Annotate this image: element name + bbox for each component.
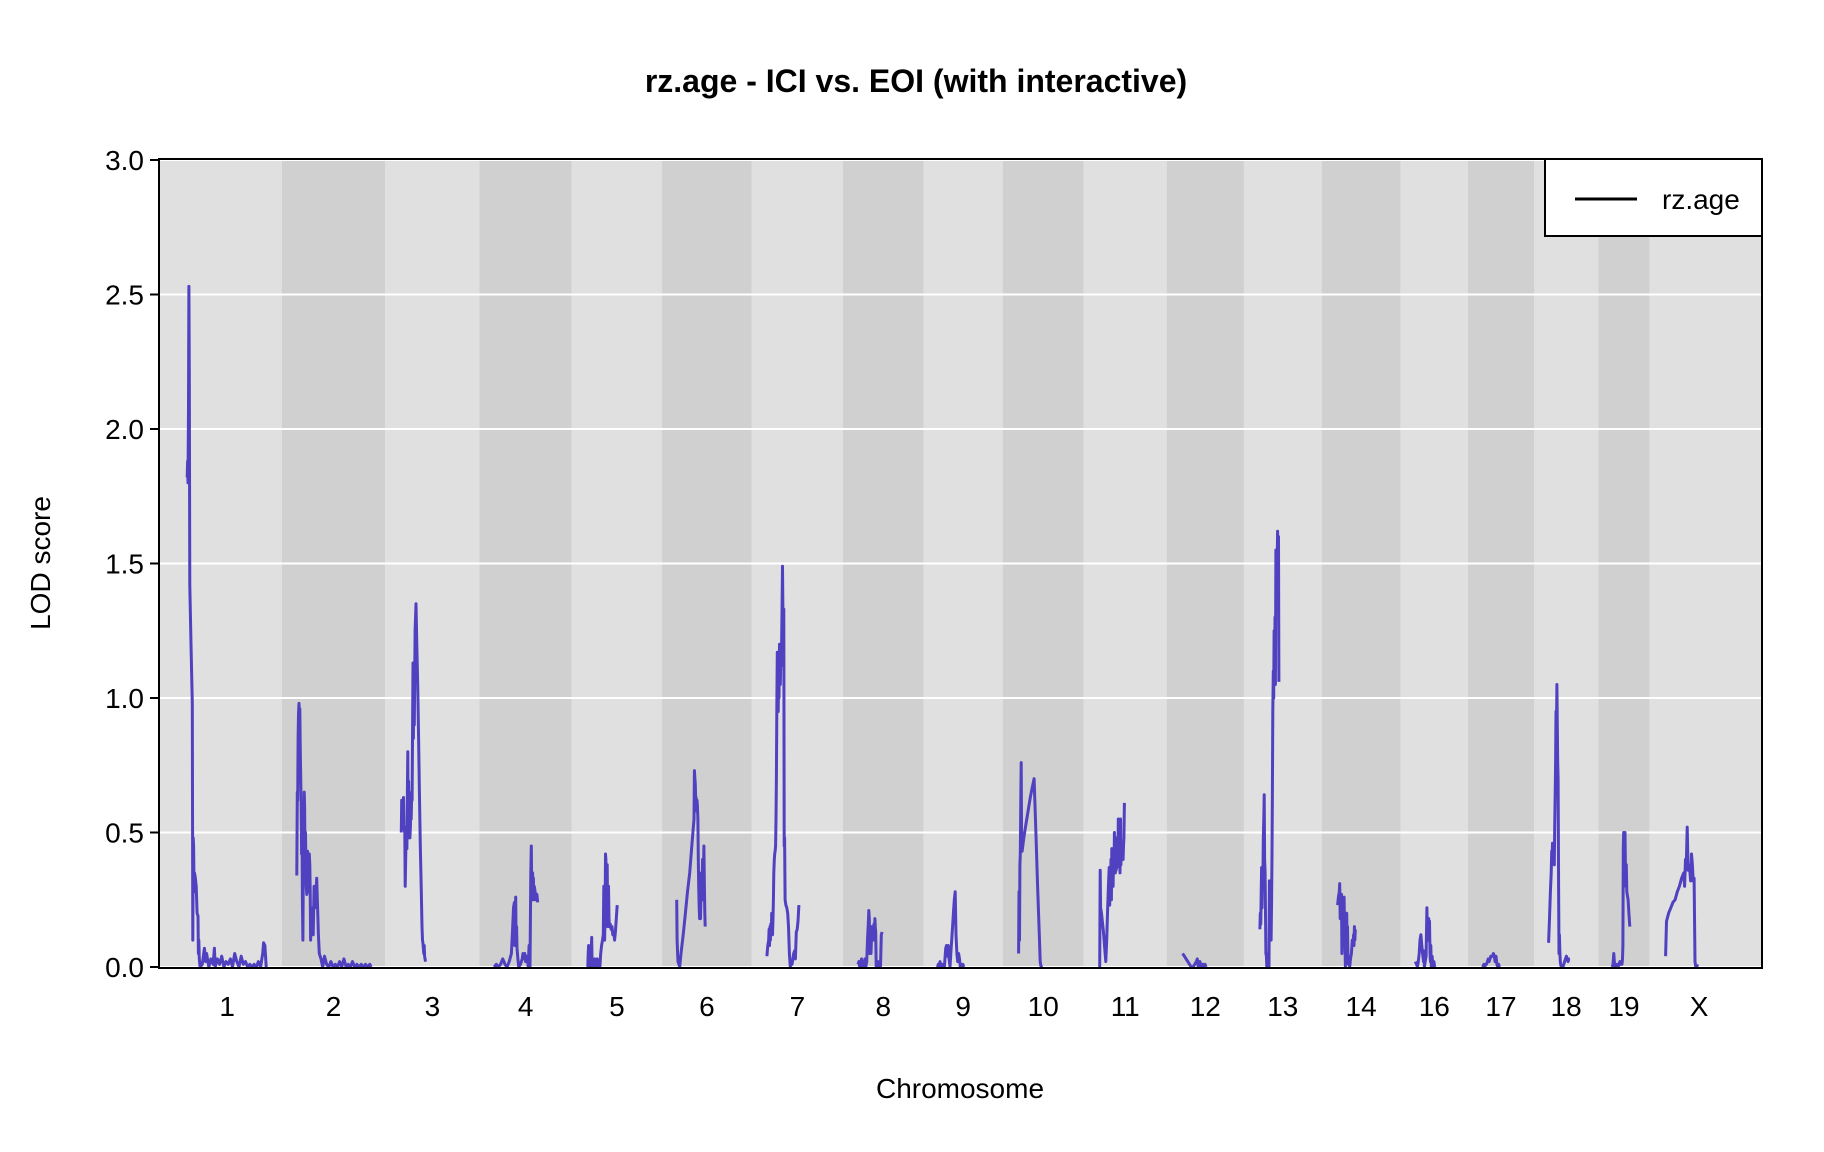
x-axis: 1 2 3 4 5 6 7 8 9 10 11 12 13 14 16 17 18 19 X: [219, 991, 1708, 1022]
x-tick-label-chr-5: 5: [609, 991, 625, 1022]
x-tick-label-chr-9: 9: [955, 991, 971, 1022]
y-tick-label: 3.0: [105, 145, 144, 176]
x-tick-label-chr-6: 6: [699, 991, 715, 1022]
x-axis-label: Chromosome: [876, 1073, 1044, 1104]
x-tick-label-chr-14: 14: [1346, 991, 1377, 1022]
x-tick-label-chr-4: 4: [518, 991, 534, 1022]
chart-title: rz.age - ICI vs. EOI (with interactive): [645, 63, 1187, 99]
lod-line-chr-11: [1098, 802, 1126, 968]
y-tick-label: 0.0: [105, 952, 144, 983]
lod-line-chr-10: [1017, 761, 1044, 969]
x-tick-label-chr-x: X: [1690, 991, 1709, 1022]
x-tick-label-chr-3: 3: [425, 991, 441, 1022]
lod-line-chr-17: [1481, 952, 1501, 969]
y-tick-label: 0.5: [105, 818, 144, 849]
lod-line-chr-1: [185, 284, 268, 969]
lod-line-chr-4: [492, 844, 540, 969]
x-tick-label-chr-19: 19: [1608, 991, 1639, 1022]
legend-label: rz.age: [1662, 184, 1740, 215]
lod-line-chr-5: [586, 852, 619, 969]
x-tick-label-chr-1: 1: [219, 991, 235, 1022]
x-tick-label-chr-2: 2: [326, 991, 342, 1022]
x-tick-label-chr-12: 12: [1190, 991, 1221, 1022]
y-tick-label: 1.5: [105, 549, 144, 580]
lod-line-chr-3: [399, 602, 427, 962]
lod-line-chr-6: [675, 769, 707, 969]
y-axis-label: LOD score: [25, 496, 56, 630]
x-tick-label-chr-18: 18: [1551, 991, 1582, 1022]
x-tick-label-chr-16: 16: [1419, 991, 1450, 1022]
y-tick-label: 2.5: [105, 280, 144, 311]
lod-line-chr-7: [765, 564, 801, 969]
x-tick-label-chr-8: 8: [875, 991, 891, 1022]
x-tick-label-chr-10: 10: [1028, 991, 1059, 1022]
y-tick-label: 2.0: [105, 414, 144, 445]
y-axis: 0.0 0.5 1.0 1.5 2.0 2.5 3.0: [105, 145, 159, 983]
lod-line-chr-2: [295, 701, 373, 969]
lod-line-chr-12: [1181, 952, 1208, 969]
lod-line-chr-x: [1664, 825, 1700, 969]
x-tick-label-chr-17: 17: [1485, 991, 1516, 1022]
x-tick-label-chr-7: 7: [790, 991, 806, 1022]
lod-line-chr-18: [1547, 683, 1571, 969]
lod-series: [185, 284, 1700, 969]
lod-line-chr-13: [1258, 529, 1281, 969]
lod-line-chr-14: [1336, 882, 1357, 969]
x-tick-label-chr-11: 11: [1111, 991, 1140, 1022]
lod-line-chr-19: [1610, 831, 1632, 969]
x-tick-label-chr-13: 13: [1267, 991, 1298, 1022]
legend: rz.age: [1544, 158, 1763, 237]
y-tick-label: 1.0: [105, 683, 144, 714]
lod-line-chr-16: [1413, 906, 1437, 969]
